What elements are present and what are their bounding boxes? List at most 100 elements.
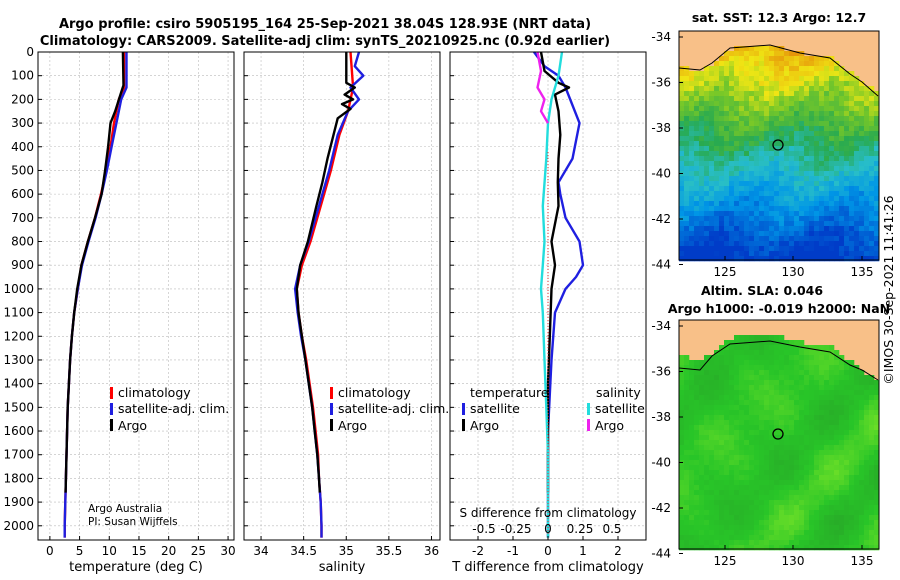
map-cell xyxy=(779,390,785,396)
map-cell xyxy=(814,520,820,526)
map-cell xyxy=(699,420,705,426)
map-cell xyxy=(714,236,720,242)
map-cell xyxy=(734,56,740,62)
map-cell xyxy=(709,186,715,192)
map-cell xyxy=(829,106,835,112)
map-cell xyxy=(869,400,875,406)
map-cell xyxy=(684,495,690,501)
map-cell xyxy=(799,405,805,411)
legend-satellite: satellite-adj. clim. xyxy=(118,401,229,416)
map-cell xyxy=(834,480,840,486)
map-cell xyxy=(754,51,760,57)
map-cell xyxy=(874,106,880,112)
map-cell xyxy=(819,440,825,446)
map-cell xyxy=(809,360,815,366)
map-cell xyxy=(729,256,735,262)
map-cell xyxy=(869,515,875,521)
map-cell xyxy=(709,171,715,177)
map-cell xyxy=(864,505,870,511)
map-cell xyxy=(804,525,810,531)
map-cell xyxy=(719,520,725,526)
map-cell xyxy=(704,126,710,132)
map-cell xyxy=(794,111,800,117)
map-cell xyxy=(734,191,740,197)
map-cell xyxy=(869,256,875,262)
map-cell xyxy=(829,256,835,262)
map-cell xyxy=(804,196,810,202)
map-cell xyxy=(864,181,870,187)
map-cell xyxy=(704,186,710,192)
map-cell xyxy=(799,236,805,242)
map-cell xyxy=(774,435,780,441)
map-cell xyxy=(744,435,750,441)
map-cell xyxy=(804,435,810,441)
map-cell xyxy=(769,440,775,446)
map-cell xyxy=(774,101,780,107)
map-cell xyxy=(849,156,855,162)
map-cell xyxy=(824,166,830,172)
map-cell xyxy=(804,440,810,446)
map-cell xyxy=(814,116,820,122)
map-cell xyxy=(714,455,720,461)
map-cell xyxy=(819,166,825,172)
map-cell xyxy=(744,420,750,426)
map-cell xyxy=(724,500,730,506)
map-cell xyxy=(729,171,735,177)
map-cell xyxy=(814,395,820,401)
map-cell xyxy=(779,360,785,366)
map-cell xyxy=(874,126,880,132)
map-cell xyxy=(869,221,875,227)
map-cell xyxy=(829,226,835,232)
map-cell xyxy=(854,505,860,511)
map-cell xyxy=(854,370,860,376)
map-cell xyxy=(704,181,710,187)
map-cell xyxy=(719,445,725,451)
map-cell xyxy=(809,126,815,132)
map-cell xyxy=(834,76,840,82)
map-cell xyxy=(874,111,880,117)
map-cell xyxy=(769,350,775,356)
map-cell xyxy=(779,540,785,546)
map-cell xyxy=(779,241,785,247)
map-cell xyxy=(859,425,865,431)
map-cell xyxy=(859,450,865,456)
map-cell xyxy=(824,156,830,162)
sst-map-frame xyxy=(678,30,880,261)
map-cell xyxy=(699,375,705,381)
map-cell xyxy=(729,490,735,496)
map-cell xyxy=(754,231,760,237)
map-cell xyxy=(819,395,825,401)
map-cell xyxy=(749,395,755,401)
map-cell xyxy=(819,435,825,441)
map-cell xyxy=(699,246,705,252)
map-cell xyxy=(839,480,845,486)
map-cell xyxy=(729,535,735,541)
map-cell xyxy=(734,206,740,212)
map-cell xyxy=(759,460,765,466)
map-cell xyxy=(759,241,765,247)
map-cell xyxy=(739,136,745,142)
map-cell xyxy=(849,545,855,551)
map-cell xyxy=(779,495,785,501)
map-cell xyxy=(724,355,730,361)
map-cell xyxy=(774,206,780,212)
map-cell xyxy=(679,450,685,456)
map-cell xyxy=(679,206,685,212)
map-cell xyxy=(769,181,775,187)
map-cell xyxy=(754,515,760,521)
map-cell xyxy=(814,440,820,446)
legend-swatch-s-argo xyxy=(587,419,590,431)
map-cell xyxy=(804,186,810,192)
map-cell xyxy=(844,370,850,376)
map-cell xyxy=(824,186,830,192)
map-cell xyxy=(689,126,695,132)
map-cell xyxy=(859,420,865,426)
map-cell xyxy=(769,370,775,376)
map-cell xyxy=(859,176,865,182)
map-cell xyxy=(784,221,790,227)
map-cell xyxy=(809,465,815,471)
map-cell xyxy=(779,86,785,92)
map-cell xyxy=(829,385,835,391)
map-cell xyxy=(679,71,685,77)
map-cell xyxy=(859,201,865,207)
